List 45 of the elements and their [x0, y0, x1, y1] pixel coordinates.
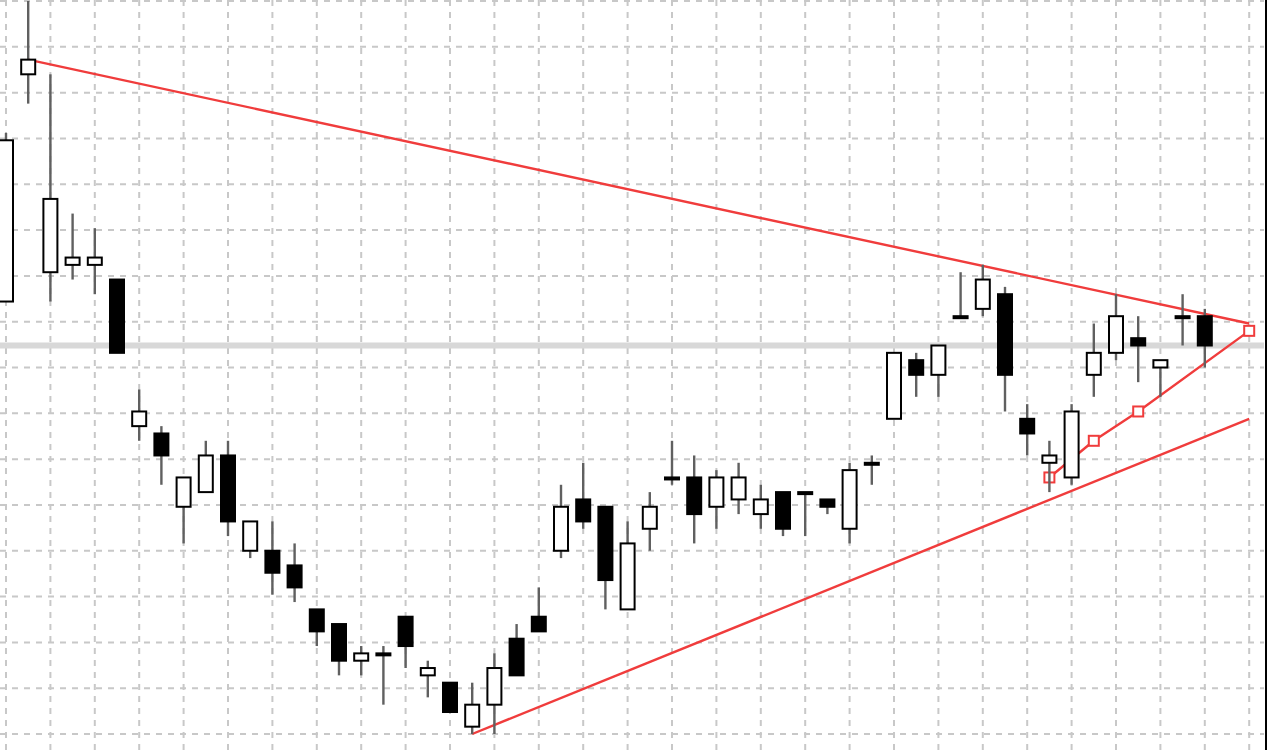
- candlestick: [508, 622, 525, 677]
- candlestick: [908, 351, 925, 399]
- candlestick: [197, 439, 214, 494]
- candlestick: [464, 681, 481, 736]
- candlestick: [686, 454, 703, 545]
- candlestick: [242, 520, 259, 560]
- candlestick: [131, 388, 148, 442]
- candlestick: [153, 424, 170, 486]
- candlestick: [375, 644, 392, 706]
- candlestick: [1130, 314, 1147, 384]
- candlestick: [530, 586, 547, 633]
- candlestick: [486, 652, 503, 736]
- candlestick: [641, 490, 658, 552]
- candlestick: [264, 520, 281, 596]
- candlestick: [1152, 358, 1169, 399]
- candlestick: [575, 461, 592, 530]
- candlestick: [974, 263, 991, 318]
- candlestick: [64, 212, 81, 281]
- candlestick: [397, 615, 414, 670]
- point: [1243, 324, 1256, 337]
- candlestick: [553, 483, 569, 560]
- point: [1132, 405, 1145, 418]
- candlestick: [775, 490, 791, 538]
- candlestick: [442, 681, 458, 714]
- candlestick: [863, 454, 880, 486]
- candlestick: [664, 439, 680, 486]
- candlestick: [752, 483, 769, 530]
- candlestick: [1019, 402, 1036, 457]
- candlestick: [930, 344, 947, 399]
- candlestick: [86, 227, 103, 296]
- candlestick: [286, 542, 303, 604]
- candlestick: [797, 490, 814, 538]
- candlestick: [331, 622, 347, 677]
- candlestick: [419, 659, 436, 699]
- candlestick: [1196, 307, 1213, 369]
- candlestick: [730, 461, 747, 516]
- point: [1087, 434, 1100, 447]
- candlestick: [1085, 322, 1102, 399]
- candlestick: [353, 644, 370, 677]
- candlestick: [175, 476, 192, 545]
- candlestick: [308, 608, 325, 648]
- candlestick: [952, 271, 969, 320]
- candlestick: [708, 468, 725, 530]
- candlestick: [1174, 293, 1191, 347]
- candlestick: [1108, 293, 1124, 362]
